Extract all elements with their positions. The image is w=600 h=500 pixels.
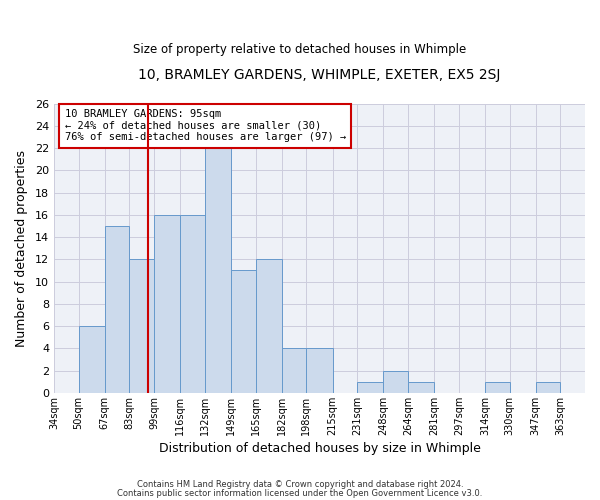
Bar: [79, 326, 105, 393]
Bar: [205, 148, 231, 393]
Bar: [231, 270, 256, 393]
Text: Size of property relative to detached houses in Whimple: Size of property relative to detached ho…: [133, 42, 467, 56]
Bar: [282, 348, 307, 393]
Title: 10, BRAMLEY GARDENS, WHIMPLE, EXETER, EX5 2SJ: 10, BRAMLEY GARDENS, WHIMPLE, EXETER, EX…: [139, 68, 501, 82]
Bar: [485, 382, 509, 393]
Bar: [105, 226, 130, 393]
Bar: [256, 260, 282, 393]
Bar: [180, 215, 205, 393]
Bar: [307, 348, 332, 393]
X-axis label: Distribution of detached houses by size in Whimple: Distribution of detached houses by size …: [158, 442, 481, 455]
Text: 10 BRAMLEY GARDENS: 95sqm
← 24% of detached houses are smaller (30)
76% of semi-: 10 BRAMLEY GARDENS: 95sqm ← 24% of detac…: [65, 110, 346, 142]
Y-axis label: Number of detached properties: Number of detached properties: [15, 150, 28, 346]
Text: Contains public sector information licensed under the Open Government Licence v3: Contains public sector information licen…: [118, 488, 482, 498]
Bar: [408, 382, 434, 393]
Bar: [130, 260, 154, 393]
Bar: [536, 382, 560, 393]
Text: Contains HM Land Registry data © Crown copyright and database right 2024.: Contains HM Land Registry data © Crown c…: [137, 480, 463, 489]
Bar: [154, 215, 180, 393]
Bar: [357, 382, 383, 393]
Bar: [383, 370, 408, 393]
